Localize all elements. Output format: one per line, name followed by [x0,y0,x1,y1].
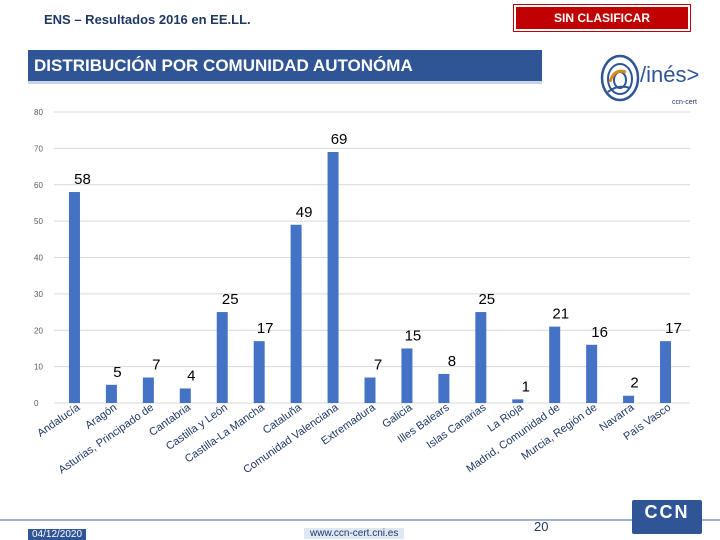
data-label: 21 [552,306,569,323]
x-tick-label: Andalucía [35,401,83,439]
bar [475,312,487,403]
bar [623,395,635,403]
y-tick-label: 10 [34,363,43,372]
data-label: 15 [405,327,422,344]
footer-url[interactable]: www.ccn-cert.cni.es [304,528,405,539]
bar [179,388,191,403]
data-label: 4 [187,367,195,384]
bar [512,399,524,403]
data-label: 17 [257,320,274,337]
data-label: 25 [478,291,495,308]
footer-date: 04/12/2020 [28,529,87,540]
data-label: 25 [222,291,239,308]
footer-divider [0,519,720,521]
data-label: 8 [448,353,456,370]
data-label: 7 [152,357,160,374]
bar [660,341,672,403]
logo-subtext: ccn-cert [672,99,697,106]
classification-badge: SIN CLASIFICAR [513,4,691,32]
page-number: 20 [534,519,549,534]
y-tick-label: 20 [34,326,43,335]
ccn-logo: CCN [632,500,702,534]
y-tick-label: 80 [34,108,43,117]
data-label: 17 [665,320,682,337]
data-label: 2 [630,375,638,392]
y-tick-label: 30 [34,290,43,299]
y-tick-label: 60 [34,181,43,190]
logo-text: /inés> [640,62,700,87]
data-label: 16 [591,324,608,341]
y-tick-label: 70 [34,144,43,153]
fingerprint-icon [600,54,640,102]
bar [253,341,265,403]
y-tick-label: 50 [34,217,43,226]
bar [364,377,376,403]
data-label: 1 [522,378,530,395]
ines-logo: /inés> [596,48,714,110]
bar [586,344,598,403]
data-label: 69 [331,131,348,148]
slide-title: DISTRIBUCIÓN POR COMUNIDAD AUTONÓMA [28,50,542,84]
ccn-logo-text: CCN [644,502,690,522]
bar [290,224,302,403]
top-bar: ENS – Resultados 2016 en EE.LL. SIN CLAS… [0,0,720,40]
bar [142,377,154,403]
data-label: 7 [374,357,382,374]
data-label: 5 [113,364,121,381]
y-tick-label: 0 [34,399,39,408]
data-label: 49 [296,204,313,221]
bar-chart: 0102030405060708058Andalucía5Aragón7Astu… [34,108,690,476]
data-label: 58 [74,171,91,188]
header-title: ENS – Resultados 2016 en EE.LL. [44,12,251,27]
bar [216,312,228,403]
bar [327,152,339,403]
bar [68,192,80,403]
bar [401,348,413,403]
bar [549,326,561,403]
bar [438,373,450,403]
y-tick-label: 40 [34,254,43,263]
bar [105,384,117,403]
